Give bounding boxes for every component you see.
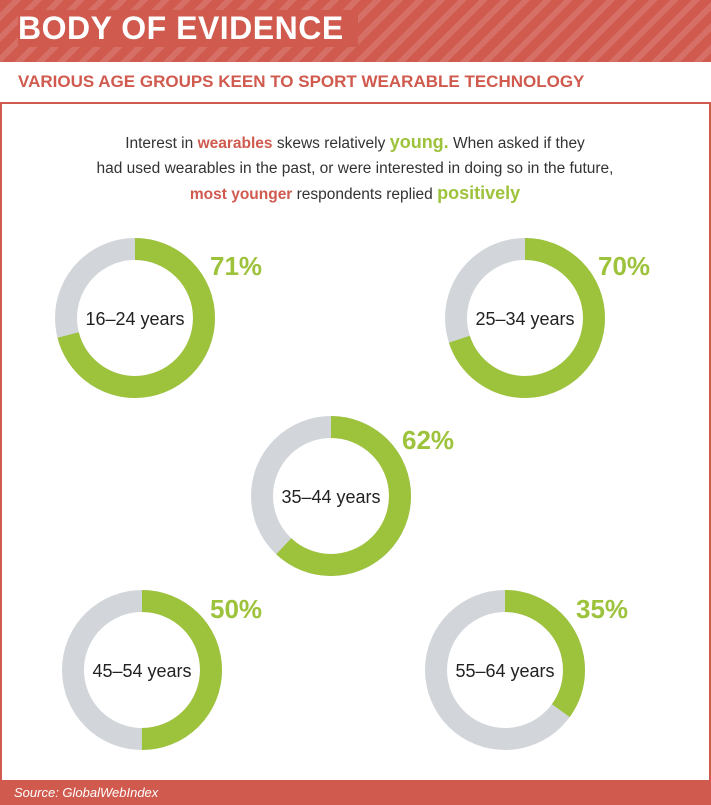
donut-value-arc xyxy=(425,590,585,750)
subtitle-bar: VARIOUS AGE GROUPS KEEN TO SPORT WEARABL… xyxy=(0,62,711,104)
intro-text-part: Interest in xyxy=(125,135,198,152)
donut-category-label: 45–54 years xyxy=(92,661,191,681)
content-frame xyxy=(0,104,711,780)
donut-percent-label: 50% xyxy=(210,594,262,624)
intro-highlight-young: young. xyxy=(389,132,449,152)
donut-percent-label: 71% xyxy=(210,251,262,281)
source-note: Source: GlobalWebIndex xyxy=(14,785,159,800)
donut-value-arc xyxy=(251,416,411,576)
donut-5: 55–64 years 35% xyxy=(425,590,628,750)
intro-text: Interest in wearables skews relatively y… xyxy=(60,130,650,207)
donut-percent-label: 62% xyxy=(402,425,454,455)
page-title: BODY OF EVIDENCE xyxy=(18,10,358,47)
donut-value-arc xyxy=(445,238,605,398)
intro-highlight-wearables: wearables xyxy=(197,135,273,152)
donut-1: 16–24 years 71% xyxy=(55,238,262,398)
donut-category-label: 55–64 years xyxy=(455,661,554,681)
donut-category-label: 25–34 years xyxy=(475,309,574,329)
footer-bar: Source: GlobalWebIndex xyxy=(0,780,711,805)
donut-3: 35–44 years 62% xyxy=(251,416,454,576)
donut-2: 25–34 years 70% xyxy=(445,238,650,398)
donut-category-label: 16–24 years xyxy=(85,309,184,329)
donut-percent-label: 70% xyxy=(598,251,650,281)
intro-highlight-positively: positively xyxy=(437,183,521,203)
intro-text-part: had used wearables in the past, or were … xyxy=(96,160,614,177)
donut-value-arc xyxy=(62,590,222,750)
donut-category-label: 35–44 years xyxy=(281,487,380,507)
intro-text-part: When asked if they xyxy=(448,135,585,152)
donut-value-arc xyxy=(55,238,215,398)
intro-text-part: respondents replied xyxy=(292,186,438,203)
header-banner: BODY OF EVIDENCE xyxy=(0,0,711,62)
intro-text-part: skews relatively xyxy=(272,135,390,152)
donut-percent-label: 35% xyxy=(576,594,628,624)
intro-highlight-most-younger: most younger xyxy=(189,186,293,203)
page-subtitle: VARIOUS AGE GROUPS KEEN TO SPORT WEARABL… xyxy=(18,72,585,91)
donut-4: 45–54 years 50% xyxy=(62,590,262,750)
